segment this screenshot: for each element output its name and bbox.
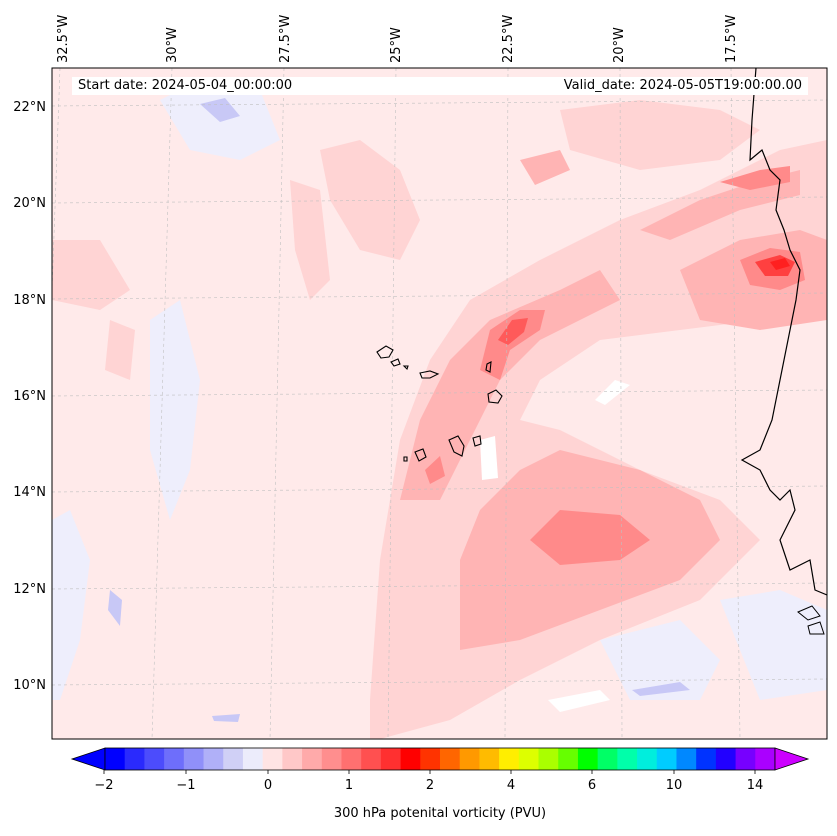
colorbar-tick-label: −2 bbox=[94, 778, 113, 793]
lat-label: 10°N bbox=[13, 678, 46, 693]
colorbar-cell bbox=[597, 748, 618, 770]
pv-band-middle bbox=[520, 150, 570, 185]
map-frame bbox=[51, 67, 828, 740]
pv-core bbox=[498, 318, 528, 345]
colorbar: −2 −1 0 1 2 4 6 10 14 bbox=[70, 747, 810, 793]
lat-label: 20°N bbox=[13, 196, 46, 211]
colorbar-cell bbox=[361, 748, 382, 770]
pv-band-inner bbox=[480, 310, 545, 380]
colorbar-cell bbox=[459, 748, 480, 770]
pv-negative-core bbox=[632, 682, 690, 696]
lon-label: 22.5°W bbox=[501, 15, 516, 63]
africa-coastline bbox=[740, 68, 827, 596]
pv-patch bbox=[560, 100, 760, 170]
lon-label: 30°W bbox=[165, 27, 180, 63]
colorbar-title: 300 hPa potenital vorticity (PVU) bbox=[333, 806, 547, 821]
lon-label: 32.5°W bbox=[56, 15, 71, 63]
lat-label: 12°N bbox=[13, 582, 46, 597]
colorbar-cell bbox=[440, 748, 461, 770]
pv-band-inner bbox=[425, 456, 445, 484]
pv-negative-patch bbox=[150, 300, 200, 520]
pv-zero-hole bbox=[595, 380, 630, 405]
lat-label: 22°N bbox=[13, 100, 46, 115]
colorbar-tick-label: 0 bbox=[264, 778, 272, 793]
colorbar-extend-low bbox=[70, 747, 106, 771]
colorbar-cell bbox=[518, 748, 540, 770]
pv-band-inner bbox=[530, 510, 650, 565]
colorbar-tick-label: 1 bbox=[345, 778, 353, 793]
lon-label: 17.5°W bbox=[724, 15, 739, 63]
pv-band-middle bbox=[400, 270, 620, 500]
colorbar-cell bbox=[183, 748, 205, 770]
colorbar-cell bbox=[499, 748, 520, 770]
colorbar-cell bbox=[479, 748, 500, 770]
pv-negative-core bbox=[212, 714, 240, 722]
colorbar-cell bbox=[262, 748, 283, 770]
lat-label: 18°N bbox=[13, 293, 46, 308]
colorbar-cell bbox=[124, 748, 145, 770]
lat-label: 14°N bbox=[13, 485, 46, 500]
colorbar-cells bbox=[104, 747, 776, 771]
colorbar-cell bbox=[203, 748, 224, 770]
colorbar-cell bbox=[164, 748, 185, 770]
pv-negative-core bbox=[108, 590, 122, 626]
colorbar-cell bbox=[617, 748, 638, 770]
colorbar-cell bbox=[400, 748, 421, 770]
colorbar-cell bbox=[637, 748, 658, 770]
valid-date-label: Valid_date: 2024-05-05T19:00:00.00 bbox=[372, 77, 808, 95]
colorbar-tick-label: 14 bbox=[747, 778, 764, 793]
pv-negative-patch bbox=[720, 590, 827, 700]
colorbar-cell bbox=[223, 748, 244, 770]
colorbar-cell bbox=[380, 748, 402, 770]
colorbar-cell bbox=[696, 748, 717, 770]
colorbar-extend-high bbox=[774, 747, 810, 771]
colorbar-cell bbox=[242, 748, 264, 770]
coast-island bbox=[807, 621, 825, 635]
pv-zero-hole bbox=[480, 436, 498, 480]
lat-label: 16°N bbox=[13, 389, 46, 404]
cape-verde-islands bbox=[376, 345, 503, 462]
pv-core-max bbox=[770, 258, 790, 270]
lon-label: 20°W bbox=[612, 27, 627, 63]
colorbar-tick-label: 4 bbox=[507, 778, 515, 793]
colorbar-cell bbox=[558, 748, 579, 770]
colorbar-cell bbox=[656, 748, 677, 770]
pv-patch bbox=[290, 180, 330, 300]
pv-zero-hole bbox=[548, 690, 610, 712]
colorbar-cell bbox=[144, 748, 165, 770]
colorbar-cell bbox=[735, 748, 756, 770]
colorbar-cell bbox=[105, 748, 126, 770]
colorbar-cell bbox=[321, 748, 342, 770]
colorbar-cell bbox=[420, 748, 441, 770]
pv-patch bbox=[52, 240, 130, 310]
colorbar-cell bbox=[676, 748, 697, 770]
coast-island bbox=[797, 605, 821, 621]
colorbar-cell bbox=[577, 748, 599, 770]
colorbar-ticks: −2 −1 0 1 2 4 6 10 14 bbox=[94, 770, 763, 793]
map-field bbox=[52, 68, 827, 739]
start-date-label: Start date: 2024-05-04_00:00:00 bbox=[72, 77, 378, 95]
colorbar-cell bbox=[538, 748, 559, 770]
colorbar-tick-label: 6 bbox=[588, 778, 596, 793]
pv-patch bbox=[105, 320, 135, 380]
colorbar-cell bbox=[341, 748, 362, 770]
graticule bbox=[52, 68, 827, 739]
pv-negative-core bbox=[200, 98, 240, 122]
colorbar-cell bbox=[282, 748, 303, 770]
colorbar-tick-label: 10 bbox=[666, 778, 683, 793]
pv-negative-patch bbox=[52, 510, 90, 700]
colorbar-cell bbox=[302, 748, 323, 770]
lon-label: 25°W bbox=[389, 27, 404, 63]
lon-label: 27.5°W bbox=[278, 15, 293, 63]
colorbar-tick-label: −1 bbox=[176, 778, 195, 793]
colorbar-cell bbox=[755, 748, 776, 770]
colorbar-cell bbox=[715, 748, 737, 770]
colorbar-tick-label: 2 bbox=[426, 778, 434, 793]
